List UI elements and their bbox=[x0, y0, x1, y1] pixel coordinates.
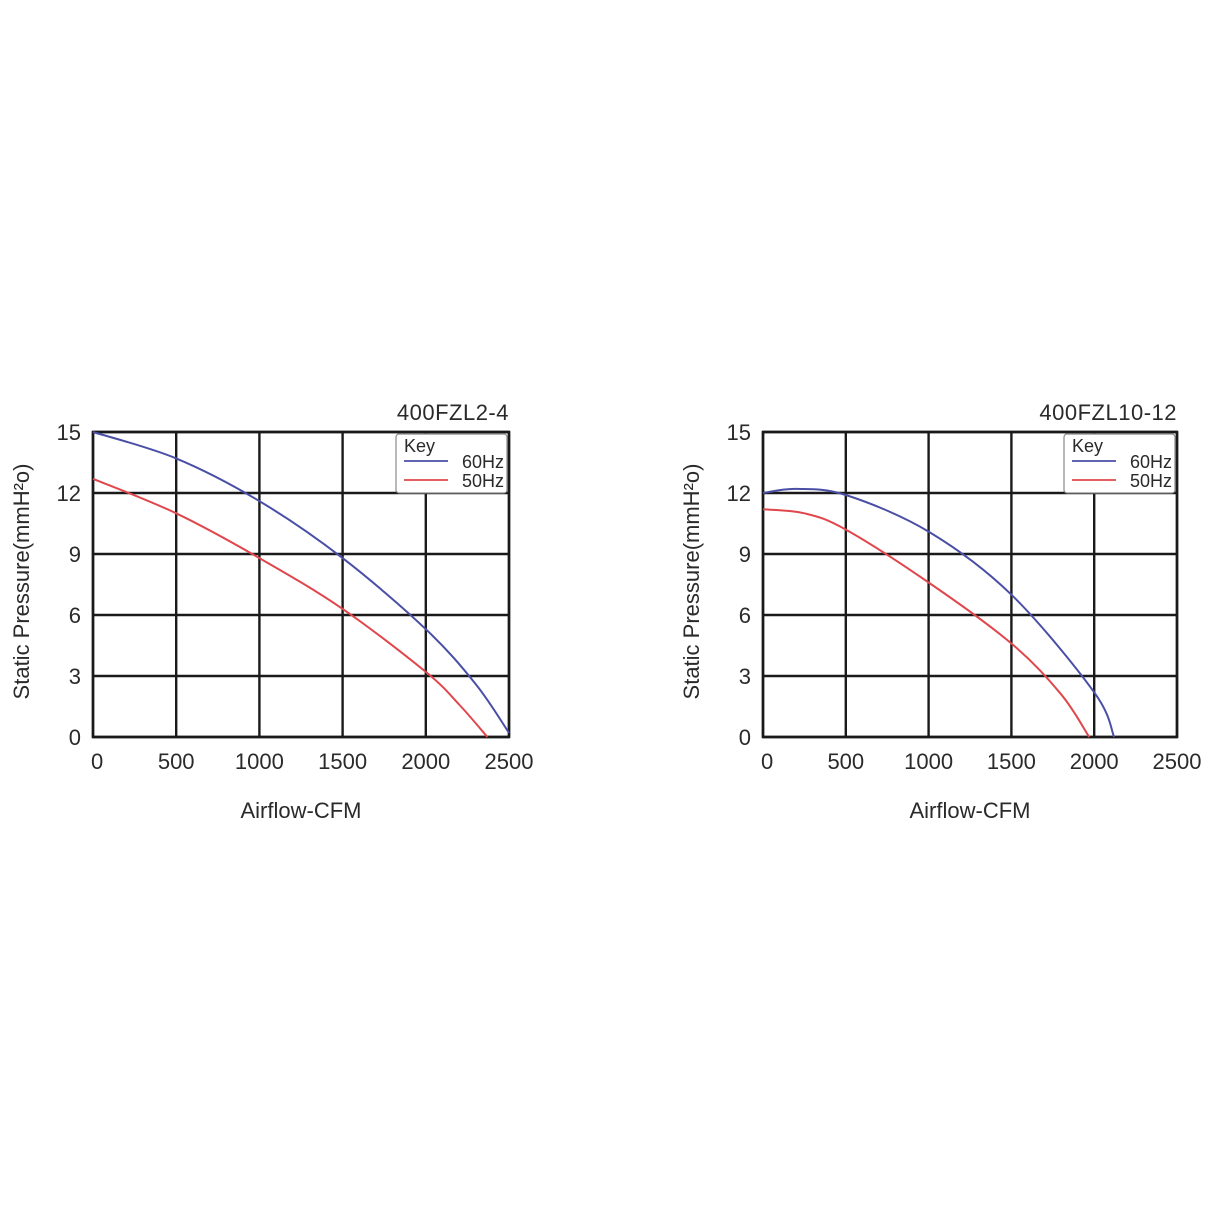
legend-box bbox=[1063, 433, 1176, 494]
chart-title: 400FZL10-12 bbox=[1039, 400, 1177, 425]
y-tick-label: 12 bbox=[57, 481, 81, 506]
legend-label: 60Hz bbox=[1130, 452, 1172, 472]
y-tick-label: 15 bbox=[57, 420, 81, 445]
legend-title: Key bbox=[404, 436, 435, 456]
legend-label: 50Hz bbox=[1130, 471, 1172, 491]
y-axis-label: Static Pressure(mmH²o) bbox=[9, 464, 34, 700]
x-tick-label: 1500 bbox=[987, 749, 1036, 774]
x-tick-label: 2500 bbox=[1153, 749, 1202, 774]
x-axis-label: Airflow-CFM bbox=[241, 798, 362, 823]
legend-title: Key bbox=[1072, 436, 1103, 456]
y-tick-label: 0 bbox=[69, 725, 81, 750]
x-tick-label: 2000 bbox=[1070, 749, 1119, 774]
x-tick-label: 0 bbox=[761, 749, 773, 774]
series-line-50hz bbox=[92, 477, 489, 738]
plot-frame bbox=[91, 430, 511, 739]
y-tick-label: 0 bbox=[739, 725, 751, 750]
chart-panel-1: 0 500 1000 1500 2000 2500 0 3 6 9 12 15 400FZL2-4 Air… bbox=[9, 400, 533, 823]
series-line-60hz bbox=[92, 431, 510, 734]
y-tick-label: 3 bbox=[739, 664, 751, 689]
x-tick-label: 500 bbox=[158, 749, 195, 774]
x-tick-label: 2500 bbox=[485, 749, 534, 774]
y-tick-label: 12 bbox=[727, 481, 751, 506]
series-line-60hz bbox=[762, 487, 1116, 738]
chart-panel-2: 0 500 1000 1500 2000 2500 0 3 6 9 12 15 400FZL10-12 A… bbox=[679, 400, 1201, 823]
x-axis-label: Airflow-CFM bbox=[910, 798, 1031, 823]
y-axis-label: Static Pressure(mmH²o) bbox=[679, 464, 704, 700]
series-line-50hz bbox=[762, 508, 1091, 738]
legend-label: 50Hz bbox=[462, 471, 504, 491]
chart-title: 400FZL2-4 bbox=[397, 400, 509, 425]
x-tick-label: 1500 bbox=[318, 749, 367, 774]
y-tick-label: 9 bbox=[69, 542, 81, 567]
y-tick-label: 6 bbox=[69, 603, 81, 628]
y-tick-label: 6 bbox=[739, 603, 751, 628]
y-tick-label: 3 bbox=[69, 664, 81, 689]
x-tick-label: 2000 bbox=[401, 749, 450, 774]
plot-frame bbox=[761, 430, 1179, 739]
x-tick-label: 1000 bbox=[235, 749, 284, 774]
legend-label: 60Hz bbox=[462, 452, 504, 472]
x-tick-label: 0 bbox=[91, 749, 103, 774]
legend-box bbox=[395, 433, 508, 494]
y-tick-label: 9 bbox=[739, 542, 751, 567]
y-tick-label: 15 bbox=[727, 420, 751, 445]
x-tick-label: 500 bbox=[827, 749, 864, 774]
x-tick-label: 1000 bbox=[904, 749, 953, 774]
